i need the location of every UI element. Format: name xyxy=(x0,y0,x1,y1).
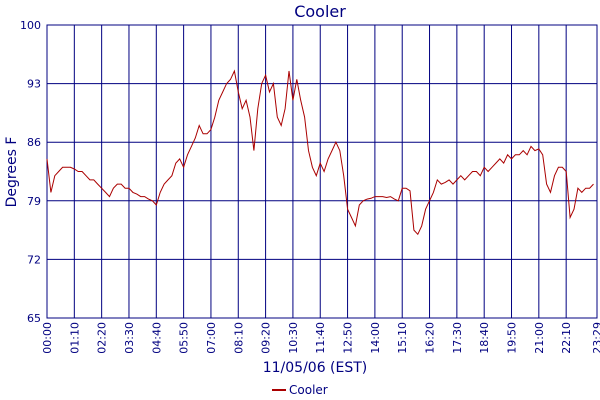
y-axis-label: Degrees F xyxy=(4,137,20,208)
data-line xyxy=(46,69,594,236)
x-tick-label: 19:50 xyxy=(506,322,519,354)
y-tick-label: 79 xyxy=(27,195,41,208)
x-tick-label: 00:00 xyxy=(41,322,54,354)
x-tick-label: 16:20 xyxy=(424,322,437,354)
x-tick-label: 18:40 xyxy=(478,322,491,354)
x-tick-label: 14:00 xyxy=(369,322,382,354)
x-tick-label: 23:29 xyxy=(591,322,600,354)
y-tick-label: 100 xyxy=(20,19,41,32)
x-tick-label: 12:50 xyxy=(342,322,355,354)
x-tick-label: 15:10 xyxy=(396,322,409,354)
x-tick-label: 09:20 xyxy=(260,322,273,354)
x-tick-label: 01:10 xyxy=(68,322,81,354)
y-tick-label: 65 xyxy=(27,312,41,325)
x-tick-label: 17:30 xyxy=(451,322,464,354)
x-tick-label: 22:10 xyxy=(560,322,573,354)
legend-label: Cooler xyxy=(289,383,328,397)
y-tick-label: 72 xyxy=(27,253,41,266)
x-tick-label: 04:40 xyxy=(150,322,163,354)
x-tick-label: 02:20 xyxy=(96,322,109,354)
chart-title: Cooler xyxy=(294,2,346,21)
x-tick-label: 05:50 xyxy=(178,322,191,354)
x-tick-label: 10:30 xyxy=(287,322,300,354)
x-tick-label: 08:10 xyxy=(232,322,245,354)
x-axis-label: 11/05/06 (EST) xyxy=(263,360,368,376)
x-tick-label: 07:00 xyxy=(205,322,218,354)
y-tick-label: 86 xyxy=(27,136,41,149)
plot-frame xyxy=(46,24,598,319)
x-tick-label: 03:30 xyxy=(123,322,136,354)
x-tick-label: 21:00 xyxy=(533,322,546,354)
y-tick-label: 93 xyxy=(27,78,41,91)
x-tick-label: 11:40 xyxy=(314,322,327,354)
